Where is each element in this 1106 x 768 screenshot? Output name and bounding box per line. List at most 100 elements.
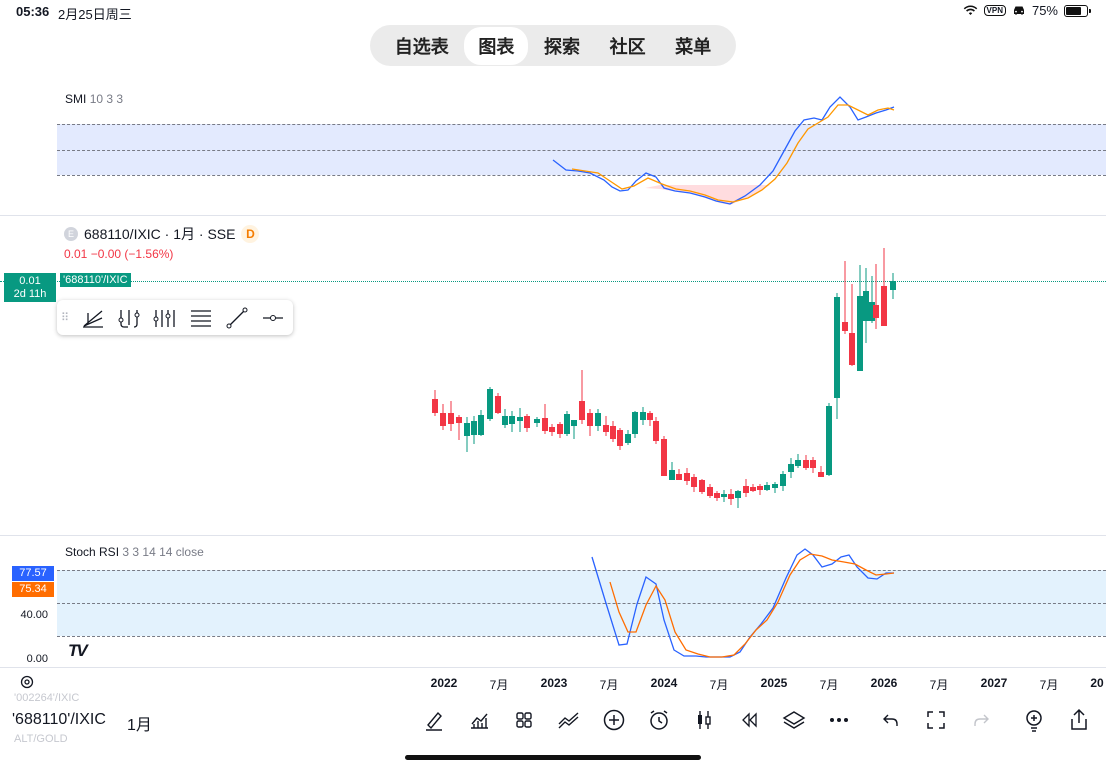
candle-body (432, 399, 438, 413)
candle-body (632, 412, 638, 434)
horizontal-ray-tool-icon[interactable] (255, 303, 291, 333)
bar-countdown: 2d 11h (13, 288, 47, 300)
tradingview-logo[interactable]: TV (68, 641, 88, 660)
symbol-header[interactable]: E 688110/IXIC · 1月 · SSE D (64, 224, 260, 244)
x-axis-line (0, 667, 1106, 668)
candle-body (691, 477, 697, 487)
smi-plot (552, 96, 895, 205)
exchange-logo-icon: E (64, 227, 78, 241)
tab-watchlist[interactable]: 自选表 (394, 36, 449, 57)
pitchfork-tool-icon[interactable] (111, 303, 147, 333)
stoch-tick-0: 0.00 (26, 653, 48, 665)
tab-menu[interactable]: 菜单 (675, 36, 712, 57)
tab-explore[interactable]: 探索 (543, 36, 580, 57)
add-circle-icon[interactable] (601, 707, 627, 733)
candle-body (788, 464, 794, 472)
last-price-value: 0.01 (19, 275, 41, 287)
replay-icon[interactable] (736, 707, 762, 733)
tab-community[interactable]: 社区 (609, 36, 646, 57)
stoch-label[interactable]: Stoch RSI 3 3 14 14 close (65, 545, 204, 559)
battery-icon (1064, 4, 1091, 17)
x-label: 2024 (650, 676, 678, 690)
stoch-d-line (609, 553, 895, 658)
layout-grid-icon[interactable] (511, 707, 537, 733)
stoch-d-badge: 75.34 (12, 582, 54, 597)
status-right: VPN 75% (963, 3, 1091, 18)
home-indicator[interactable] (405, 755, 701, 760)
x-label: 2026 (870, 676, 898, 690)
alarm-icon[interactable] (646, 707, 672, 733)
parallel-lines-tool-icon[interactable] (183, 303, 219, 333)
price-plot[interactable] (0, 216, 1106, 536)
redo-icon[interactable] (968, 707, 994, 733)
share-icon[interactable] (1066, 707, 1092, 733)
x-label: 2023 (540, 676, 568, 690)
candle-body (721, 494, 727, 497)
candle-body (579, 401, 585, 420)
car-icon (1013, 6, 1024, 15)
wifi-icon (963, 5, 977, 15)
settings-icon[interactable] (20, 675, 34, 694)
idea-icon[interactable] (1021, 707, 1047, 733)
smi-params: 10 3 3 (89, 92, 124, 106)
stoch-k-badge: 77.57 (12, 566, 54, 581)
pencil-icon[interactable] (421, 707, 447, 733)
pane-separator-top[interactable] (0, 215, 1106, 216)
drag-handle-icon[interactable]: ⠿ (61, 312, 69, 324)
candle-body (764, 485, 770, 490)
last-price-line (0, 281, 1106, 282)
smi-label[interactable]: SMI 10 3 3 (65, 92, 123, 106)
candle-body (617, 430, 623, 446)
status-date: 2月25日周三 (58, 7, 132, 22)
x-label: 2027 (980, 676, 1008, 690)
trend-angle-tool-icon[interactable] (75, 303, 111, 333)
bottom-interval[interactable]: 1月 (127, 717, 152, 734)
candle-body (795, 460, 801, 466)
candle-body (881, 286, 887, 326)
more-icon[interactable] (826, 707, 852, 733)
layers-icon[interactable] (781, 707, 807, 733)
candles-icon[interactable] (691, 707, 717, 733)
tab-chart[interactable]: 图表 (464, 26, 529, 65)
trend-line-tool-icon[interactable] (219, 303, 255, 333)
top-nav: 自选表 图表 探索 社区 菜单 (370, 25, 736, 66)
candle-body (707, 487, 713, 496)
candle-body (603, 425, 609, 432)
stoch-k-line (591, 548, 894, 658)
fullscreen-icon[interactable] (923, 707, 949, 733)
price-change: 0.01 −0.00 (−1.56%) (64, 247, 174, 261)
candle-body (595, 413, 601, 426)
candle-body (826, 406, 832, 475)
candle-body (869, 302, 875, 321)
candle-body (495, 396, 501, 413)
vpn-badge: VPN (983, 5, 1006, 16)
undo-icon[interactable] (878, 707, 904, 733)
candle-body (780, 474, 786, 486)
candle-body (478, 415, 484, 435)
candle-body (587, 413, 593, 426)
candle-body (818, 472, 824, 477)
indicators-icon[interactable] (466, 707, 492, 733)
bottom-symbol[interactable]: '688110'/IXIC (12, 711, 106, 728)
x-label: 20 (1090, 676, 1104, 690)
smi-line (552, 96, 895, 205)
x-label: 2022 (430, 676, 458, 690)
candle-body (661, 439, 667, 476)
fib-channel-tool-icon[interactable] (147, 303, 183, 333)
stoch-plot (591, 548, 895, 658)
candle-body (728, 494, 734, 499)
x-label: 7月 (1039, 678, 1059, 692)
compare-icon[interactable] (556, 707, 582, 733)
candle-body (873, 305, 879, 318)
candle-body (890, 281, 896, 290)
candle-body (653, 421, 659, 441)
data-badge[interactable]: D (241, 225, 260, 243)
smi-upper-line (57, 124, 1106, 125)
candle-body (534, 419, 540, 423)
candle-body (640, 412, 646, 420)
smi-mid-line (57, 150, 1106, 151)
x-label: 7月 (929, 678, 949, 692)
last-price-badge: 0.01 2d 11h (4, 273, 56, 302)
candle-body (803, 460, 809, 468)
pane-separator-bottom[interactable] (0, 535, 1106, 536)
